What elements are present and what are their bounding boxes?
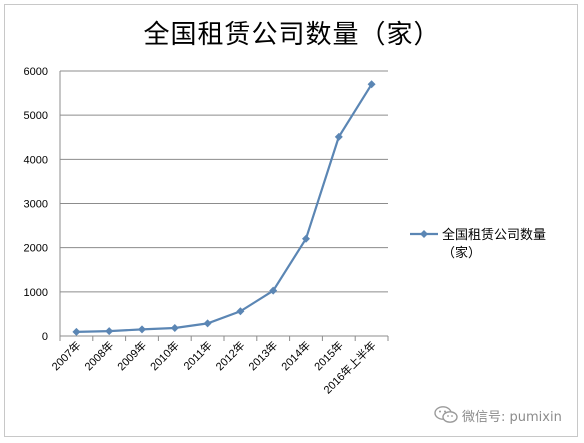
x-tick-label: 2013年	[245, 338, 280, 373]
x-tick-label: 2012年	[213, 338, 248, 373]
data-point	[203, 319, 212, 328]
data-point	[236, 307, 245, 316]
wechat-icon	[434, 406, 458, 423]
data-point	[302, 234, 310, 243]
chart-frame	[4, 4, 578, 437]
chart-title: 全国租赁公司数量（家）	[143, 20, 441, 50]
data-point	[269, 286, 278, 295]
y-tick-label: 1000	[24, 287, 48, 299]
series-line	[76, 83, 373, 333]
y-tick-label: 6000	[24, 66, 48, 78]
x-tick-label: 2008年	[81, 338, 116, 373]
x-tick-label: 2011年	[180, 338, 214, 372]
x-tick-label: 2014年	[278, 338, 313, 373]
x-tick-label: 2007年	[49, 338, 84, 373]
data-point	[138, 325, 146, 334]
data-point	[334, 132, 343, 141]
x-tick-label: 2010年	[147, 338, 182, 373]
legend-label: （家）	[442, 245, 481, 261]
x-tick-label: 2009年	[114, 338, 149, 373]
y-tick-label: 2000	[24, 243, 48, 255]
legend-label: 全国租赁公司数量	[442, 227, 546, 243]
legend-marker	[420, 230, 428, 238]
watermark-text: 微信号: pumixin	[462, 410, 562, 425]
y-tick-label: 3000	[24, 199, 48, 211]
watermark: 微信号: pumixin	[432, 404, 578, 426]
y-tick-label: 4000	[24, 154, 48, 166]
data-point	[170, 323, 179, 332]
data-point	[367, 80, 376, 89]
y-tick-label: 0	[42, 331, 48, 343]
data-point	[105, 327, 114, 336]
y-tick-label: 5000	[24, 110, 48, 122]
data-point	[72, 327, 81, 336]
